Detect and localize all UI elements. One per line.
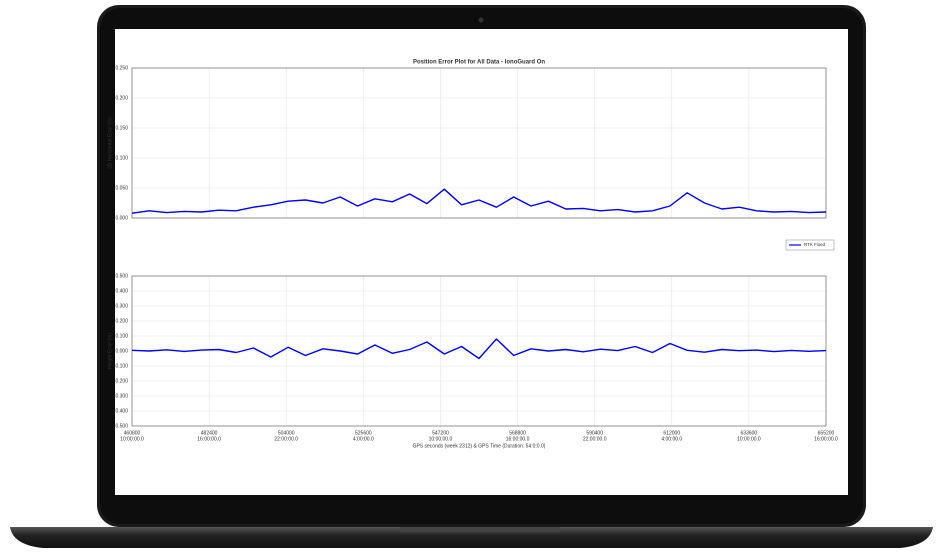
y-tick-label: -0.100 (114, 363, 128, 369)
x-tick-sublabel: 10:00:00.0 (120, 436, 144, 442)
y-tick-label: 0.100 (115, 333, 128, 339)
y-tick-label: 0.250 (115, 65, 128, 71)
x-tick-sublabel: 16:00:00.0 (814, 436, 838, 442)
y-tick-label: 0.000 (115, 348, 128, 354)
y-tick-label: -0.500 (114, 423, 128, 429)
x-axis-label: GPS seconds (week 2312) & GPS Time (Dura… (413, 443, 546, 449)
y-axis-label: Height Error (m) (107, 333, 113, 369)
laptop-screenshot: 0.000 0.050 0.100 0.150 0.200 0.250 Position E… (0, 0, 943, 550)
y-tick-label: -0.400 (114, 408, 128, 414)
laptop-notch (400, 527, 560, 532)
y-tick-label: 0.400 (115, 288, 128, 294)
y-tick-label: -0.200 (114, 378, 128, 384)
x-tick-sublabel: 10:00:00.0 (429, 436, 453, 442)
y-tick-label: 0.000 (115, 215, 128, 221)
x-tick-sublabel: 22:00:00.0 (274, 436, 298, 442)
screen (115, 29, 848, 495)
y-tick-label: 0.050 (115, 185, 128, 191)
y-tick-label: 0.500 (115, 273, 128, 279)
y-tick-label: 0.200 (115, 318, 128, 324)
x-tick-sublabel: 22:00:00.0 (583, 436, 607, 442)
x-tick-sublabel: 10:00:00.0 (737, 436, 761, 442)
camera (479, 18, 484, 23)
legend-label: RTK Fixed (804, 242, 826, 247)
y-tick-label: 0.100 (115, 155, 128, 161)
y-tick-label: -0.300 (114, 393, 128, 399)
chart-title: Position Error Plot for All Data - IonoG… (413, 60, 545, 66)
x-tick-sublabel: 16:00:00.0 (197, 436, 221, 442)
x-tick-sublabel: 4:00:00.0 (353, 436, 374, 442)
x-tick-sublabel: 16:00:00.0 (506, 436, 530, 442)
y-axis-label: 2D Horizontal Error (m) (107, 117, 113, 169)
y-tick-label: 0.300 (115, 303, 128, 309)
x-tick-sublabel: 4:00:00.0 (661, 436, 682, 442)
y-tick-label: 0.200 (115, 95, 128, 101)
y-tick-label: 0.150 (115, 125, 128, 131)
